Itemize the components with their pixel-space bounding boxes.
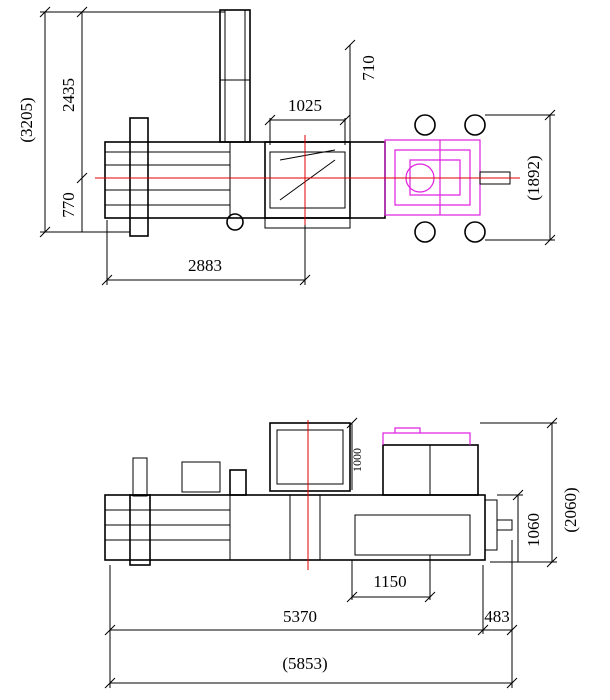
dimension-label: 770 [59, 192, 78, 218]
dimension-label: 1060 [524, 513, 543, 547]
dimension-label: 1025 [288, 96, 322, 115]
dimension-label: 2435 [59, 78, 78, 112]
dimension-label: 5370 [283, 607, 317, 626]
dimension-label: 1000 [350, 448, 364, 472]
side-view: 1000 (2060) 1060 1150 5370 483 (5853) [104, 417, 580, 689]
dimension-label: 2883 [188, 256, 222, 275]
dimension-label: (1892) [524, 155, 543, 200]
dimension-label: (3205) [17, 97, 36, 142]
dimension-label: (2060) [561, 487, 580, 532]
dimension-label: (5853) [282, 654, 327, 673]
dimension-label: 710 [359, 55, 378, 81]
dimension-label: 1150 [373, 572, 406, 591]
top-view: (3205) 2435 770 1025 710 (1892) 2883 [17, 6, 556, 286]
dimension-label: 483 [484, 607, 510, 626]
